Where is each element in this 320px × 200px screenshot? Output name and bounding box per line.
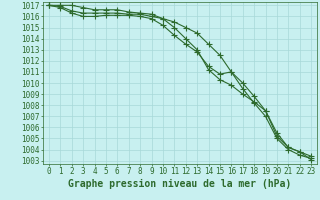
X-axis label: Graphe pression niveau de la mer (hPa): Graphe pression niveau de la mer (hPa) — [68, 179, 292, 189]
